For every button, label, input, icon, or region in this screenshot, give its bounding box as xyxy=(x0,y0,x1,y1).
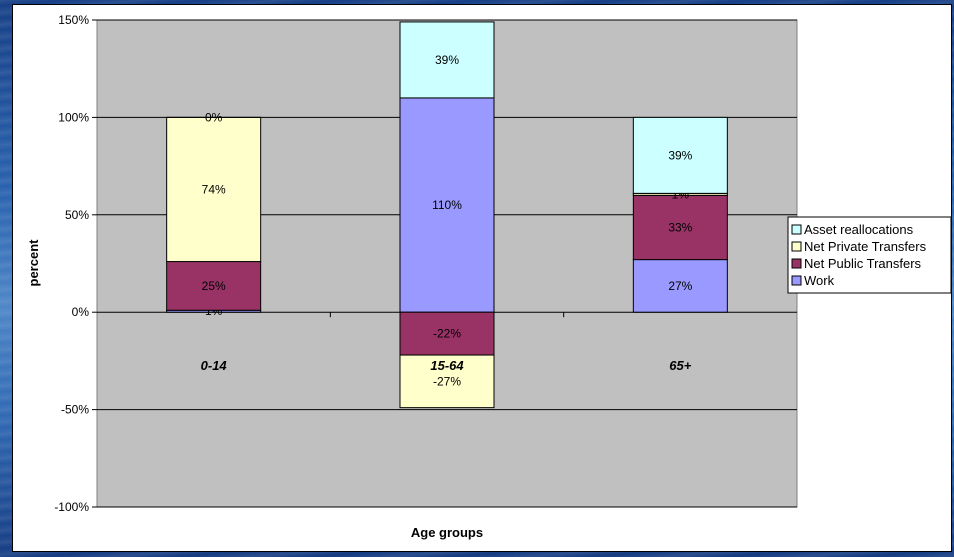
bar-segment xyxy=(632,194,728,261)
legend: Asset reallocations Net Private Transfers… xyxy=(787,216,952,294)
y-axis-ticks: -100% -50% 0% 50% 100% 150% xyxy=(54,13,565,514)
legend-swatch xyxy=(791,241,802,252)
y-axis-title: percent xyxy=(26,239,41,287)
bar-segment xyxy=(399,311,495,356)
data-label: 25% xyxy=(202,279,226,293)
data-label: 39% xyxy=(668,148,692,162)
data-label: -27% xyxy=(433,374,461,388)
legend-entry: Net Public Transfers xyxy=(804,256,922,271)
y-tick-label: -100% xyxy=(54,500,89,514)
bars: 1%25%74%0%110%-22%-27%39%27%33%1%39% xyxy=(166,21,728,409)
bar-segment xyxy=(399,97,495,313)
category-label: 0-14 xyxy=(201,358,228,373)
bar-segment xyxy=(632,116,728,194)
legend-swatch xyxy=(791,275,802,286)
data-label: 74% xyxy=(202,182,226,196)
x-axis-title: Age groups xyxy=(411,525,483,540)
category-labels: 0-14 15-64 65+ xyxy=(201,358,692,373)
y-tick-label: 50% xyxy=(65,208,89,222)
stacked-bar-chart: 1%25%74%0%110%-22%-27%39%27%33%1%39% -10… xyxy=(26,13,952,540)
data-label: 33% xyxy=(668,220,692,234)
legend-box xyxy=(787,216,952,294)
y-tick-label: -50% xyxy=(61,403,89,417)
data-label: -22% xyxy=(433,327,461,341)
bar-segment xyxy=(399,354,495,409)
category-label: 15-64 xyxy=(430,358,464,373)
bar-segment xyxy=(166,116,262,263)
data-label: 110% xyxy=(432,198,462,212)
legend-entry: Asset reallocations xyxy=(804,222,914,237)
legend-entry: Work xyxy=(804,273,835,288)
data-label: 27% xyxy=(668,279,692,293)
bar-segment xyxy=(632,259,728,313)
category-label: 65+ xyxy=(669,358,691,373)
y-tick-label: 0% xyxy=(72,305,90,319)
y-tick-label: 150% xyxy=(58,13,89,27)
data-label: 39% xyxy=(435,53,459,67)
chart-frame: 1% 25% 74% 0% 110% -22% -27% 39% 27% 33% 1% 39% -10… xyxy=(12,4,952,552)
legend-swatch xyxy=(791,224,802,235)
legend-swatch xyxy=(791,258,802,269)
bar-segment xyxy=(399,21,495,99)
legend-entry: Net Private Transfers xyxy=(804,239,927,254)
y-tick-label: 100% xyxy=(58,110,89,124)
data-label: 0% xyxy=(205,110,223,124)
